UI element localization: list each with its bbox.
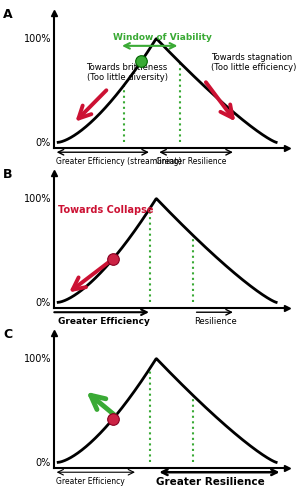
Text: Window of Viability: Window of Viability [113, 32, 212, 42]
Point [139, 58, 144, 66]
Text: (Too little diversity): (Too little diversity) [86, 74, 167, 82]
Text: C: C [3, 328, 12, 340]
Text: A: A [3, 8, 13, 20]
Text: Greater Efficiency (streamlining): Greater Efficiency (streamlining) [56, 157, 182, 166]
Text: Towards stagnation: Towards stagnation [211, 52, 292, 62]
Text: Towards brittleness: Towards brittleness [86, 63, 168, 72]
Text: Towards Collapse: Towards Collapse [59, 206, 154, 216]
Text: Greater Efficiency: Greater Efficiency [56, 477, 125, 486]
Point [110, 415, 115, 423]
Text: (Too little efficiency): (Too little efficiency) [211, 63, 296, 72]
Text: B: B [3, 168, 13, 180]
Text: Greater Efficiency: Greater Efficiency [59, 317, 150, 326]
Text: Diversity & Interconnectivity: Diversity & Interconnectivity [105, 177, 236, 186]
Text: Greater Resilience: Greater Resilience [156, 477, 265, 487]
Text: Greater Resilience: Greater Resilience [156, 157, 227, 166]
Text: Resilience: Resilience [194, 317, 237, 326]
Point [110, 255, 115, 263]
